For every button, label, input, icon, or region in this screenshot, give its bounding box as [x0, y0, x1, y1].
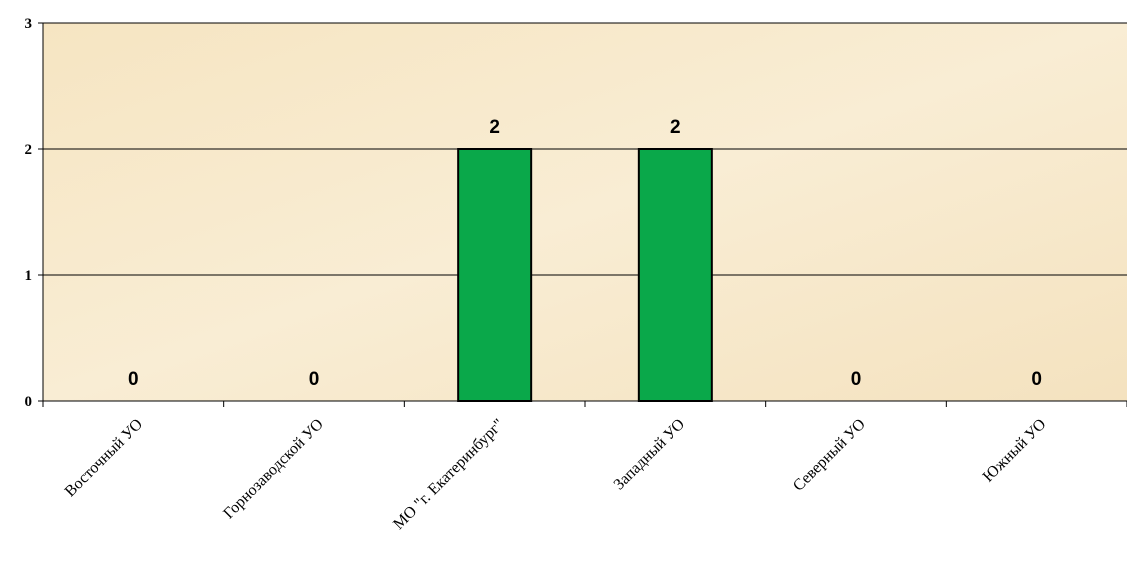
data-label: 0 [309, 369, 320, 390]
y-tick-label: 1 [25, 268, 33, 284]
y-tick-label: 2 [25, 142, 33, 158]
x-tick-label: МО "г. Екатеринбург" [390, 416, 507, 533]
x-tick-label: Западный УО [611, 416, 689, 494]
x-tick-label: Южный УО [980, 416, 1050, 486]
x-tick-label: Горнозаводской УО [220, 416, 327, 523]
data-label: 0 [851, 369, 862, 390]
y-tick-label: 0 [25, 394, 33, 410]
plot-area [43, 23, 1127, 401]
bar [457, 148, 533, 402]
bar [637, 148, 713, 402]
y-tick-label: 3 [25, 16, 33, 32]
data-label: 0 [1031, 369, 1042, 390]
x-tick-label: Северный УО [790, 416, 869, 495]
data-label: 0 [128, 369, 139, 390]
x-tick-label: Восточный УО [62, 416, 147, 501]
data-label: 2 [489, 117, 500, 138]
data-label: 2 [670, 117, 681, 138]
